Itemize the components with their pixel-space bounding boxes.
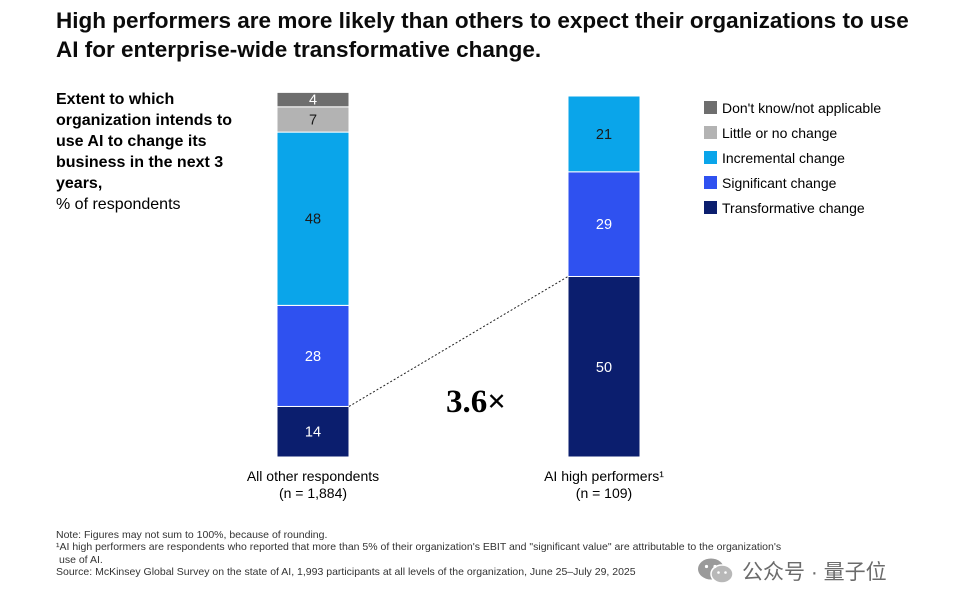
legend-item-3: Significant change	[704, 170, 881, 195]
note-rounding: Note: Figures may not sum to 100%, becau…	[56, 529, 328, 541]
bar-segment-0-3	[276, 106, 350, 133]
category-sample-size: (n = 1,884)	[278, 485, 348, 501]
category-name: AI high performers¹	[544, 468, 664, 484]
legend-label: Don't know/not applicable	[722, 99, 882, 116]
watermark-text: 公众号 · 量子位	[742, 561, 887, 584]
legend-item-4: Transformative change	[704, 195, 881, 220]
legend-swatch	[704, 201, 717, 214]
legend-item-0: Don't know/not applicable	[704, 95, 881, 120]
chart-title: High performers are more likely than oth…	[56, 8, 909, 62]
data-label-1-1: 29	[596, 217, 612, 233]
category-name: All other respondents	[246, 468, 380, 484]
bar-segment-1-2	[567, 95, 641, 173]
legend-label: Transformative change	[722, 199, 865, 216]
footnote-high-performers: ¹AI high performers are respondents who …	[56, 541, 782, 554]
legend-swatch	[704, 101, 717, 114]
bar-segment-1-0	[567, 276, 641, 458]
data-label-0-1: 28	[305, 349, 321, 365]
footnotes: Note: Figures may not sum to 100%, becau…	[56, 529, 886, 578]
legend-item-1: Little or no change	[704, 120, 881, 145]
source-note: Source: McKinsey Global Survey on the st…	[56, 565, 636, 578]
legend-swatch	[704, 176, 717, 189]
data-label-0-0: 14	[305, 425, 321, 441]
watermark: 公众号 · 量子位	[696, 556, 887, 586]
multiplier-annotation: 3.6×	[446, 384, 507, 420]
legend-item-2: Incremental change	[704, 145, 881, 170]
legend-label: Significant change	[722, 174, 837, 191]
category-label-1: AI high performers¹ (n = 109)	[494, 468, 714, 502]
subtitle-unit: % of respondents	[56, 196, 181, 213]
data-label-0-3: 7	[309, 112, 317, 128]
data-label-0-4: 4	[309, 93, 317, 109]
legend-label: Incremental change	[722, 149, 845, 166]
data-label-0-2: 48	[305, 212, 321, 228]
category-label-0: All other respondents (n = 1,884)	[203, 468, 423, 502]
legend-label: Little or no change	[722, 124, 838, 141]
subtitle-description: Extent to which organization intends to …	[56, 91, 232, 192]
bar-segment-0-4	[276, 91, 350, 108]
bar-segment-0-2	[276, 131, 350, 306]
category-sample-size: (n = 109)	[575, 485, 633, 501]
data-label-1-2: 21	[596, 127, 612, 143]
legend-swatch	[704, 151, 717, 164]
data-label-1-0: 50	[596, 360, 612, 376]
chart-subtitle: Extent to which organization intends to …	[56, 89, 256, 215]
bar-segment-1-1	[567, 171, 641, 277]
bar-segment-0-0	[276, 405, 350, 458]
bar-segment-0-1	[276, 304, 350, 407]
footnote-high-performers-cont: use of AI.	[59, 553, 103, 566]
wechat-icon	[698, 558, 734, 584]
comparison-connector	[348, 276, 569, 407]
chart-legend: Don't know/not applicable Little or no ch…	[704, 95, 881, 220]
legend-swatch	[704, 126, 717, 139]
